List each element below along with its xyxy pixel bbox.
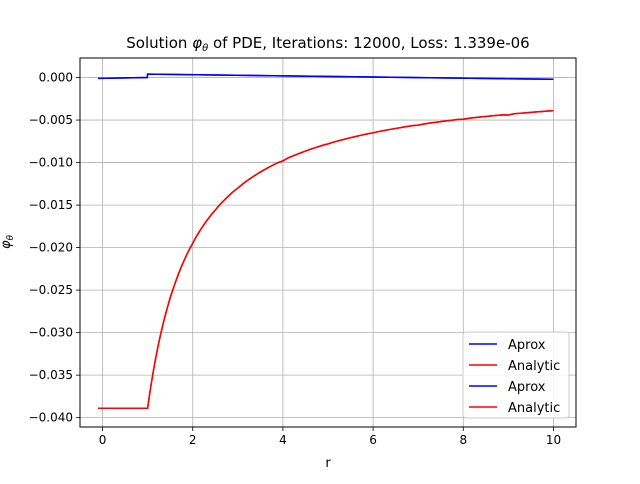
legend-label: Analytic <box>508 401 560 416</box>
y-tick-label: −0.005 <box>29 113 73 127</box>
x-axis-label: r <box>325 456 331 471</box>
legend-label: Aprox <box>508 380 546 395</box>
y-tick-label: −0.015 <box>29 198 73 212</box>
chart-title-prefix: Solution <box>126 34 192 52</box>
y-tick-label: −0.040 <box>29 411 73 425</box>
y-tick-label: −0.010 <box>29 156 73 170</box>
y-tick-label: −0.030 <box>29 326 73 340</box>
y-axis-label-subscript: θ <box>6 234 16 240</box>
y-axis-label-symbol: φ <box>0 240 14 249</box>
chart-title: Solution φθ of PDE, Iterations: 12000, L… <box>126 34 529 54</box>
y-tick-label: −0.025 <box>29 283 73 297</box>
legend-box <box>462 331 570 419</box>
series-line-analytic-4 <box>98 109 554 410</box>
grid <box>80 58 576 427</box>
chart-title-subscript: θ <box>202 43 208 54</box>
x-tick-label: 2 <box>189 433 197 447</box>
x-tick-label: 8 <box>459 433 467 447</box>
y-axis-label: φθ <box>0 234 16 249</box>
x-tick-label: 0 <box>99 433 107 447</box>
legend-label: Aprox <box>508 338 546 353</box>
y-tick-label: −0.035 <box>29 368 73 382</box>
chart-title-suffix: of PDE, Iterations: 12000, Loss: 1.339e-… <box>208 34 530 52</box>
x-axis-ticks: 0 2 4 6 8 10 <box>99 427 561 447</box>
legend: Aprox Analytic Aprox Analytic <box>462 331 570 419</box>
x-tick-label: 6 <box>369 433 377 447</box>
y-tick-label: 0.000 <box>39 71 73 85</box>
plot-frame <box>79 57 577 428</box>
chart-title-symbol: φ <box>192 34 202 52</box>
x-tick-label: 4 <box>279 433 287 447</box>
y-tick-label: −0.020 <box>29 241 73 255</box>
y-axis-ticks: 0.000 −0.005 −0.010 −0.015 −0.020 −0.025 −0.03… <box>29 71 80 425</box>
legend-label: Analytic <box>508 359 560 374</box>
x-tick-label: 10 <box>546 433 561 447</box>
series-layer <box>98 73 554 410</box>
series-line-aprox-3 <box>98 73 554 81</box>
